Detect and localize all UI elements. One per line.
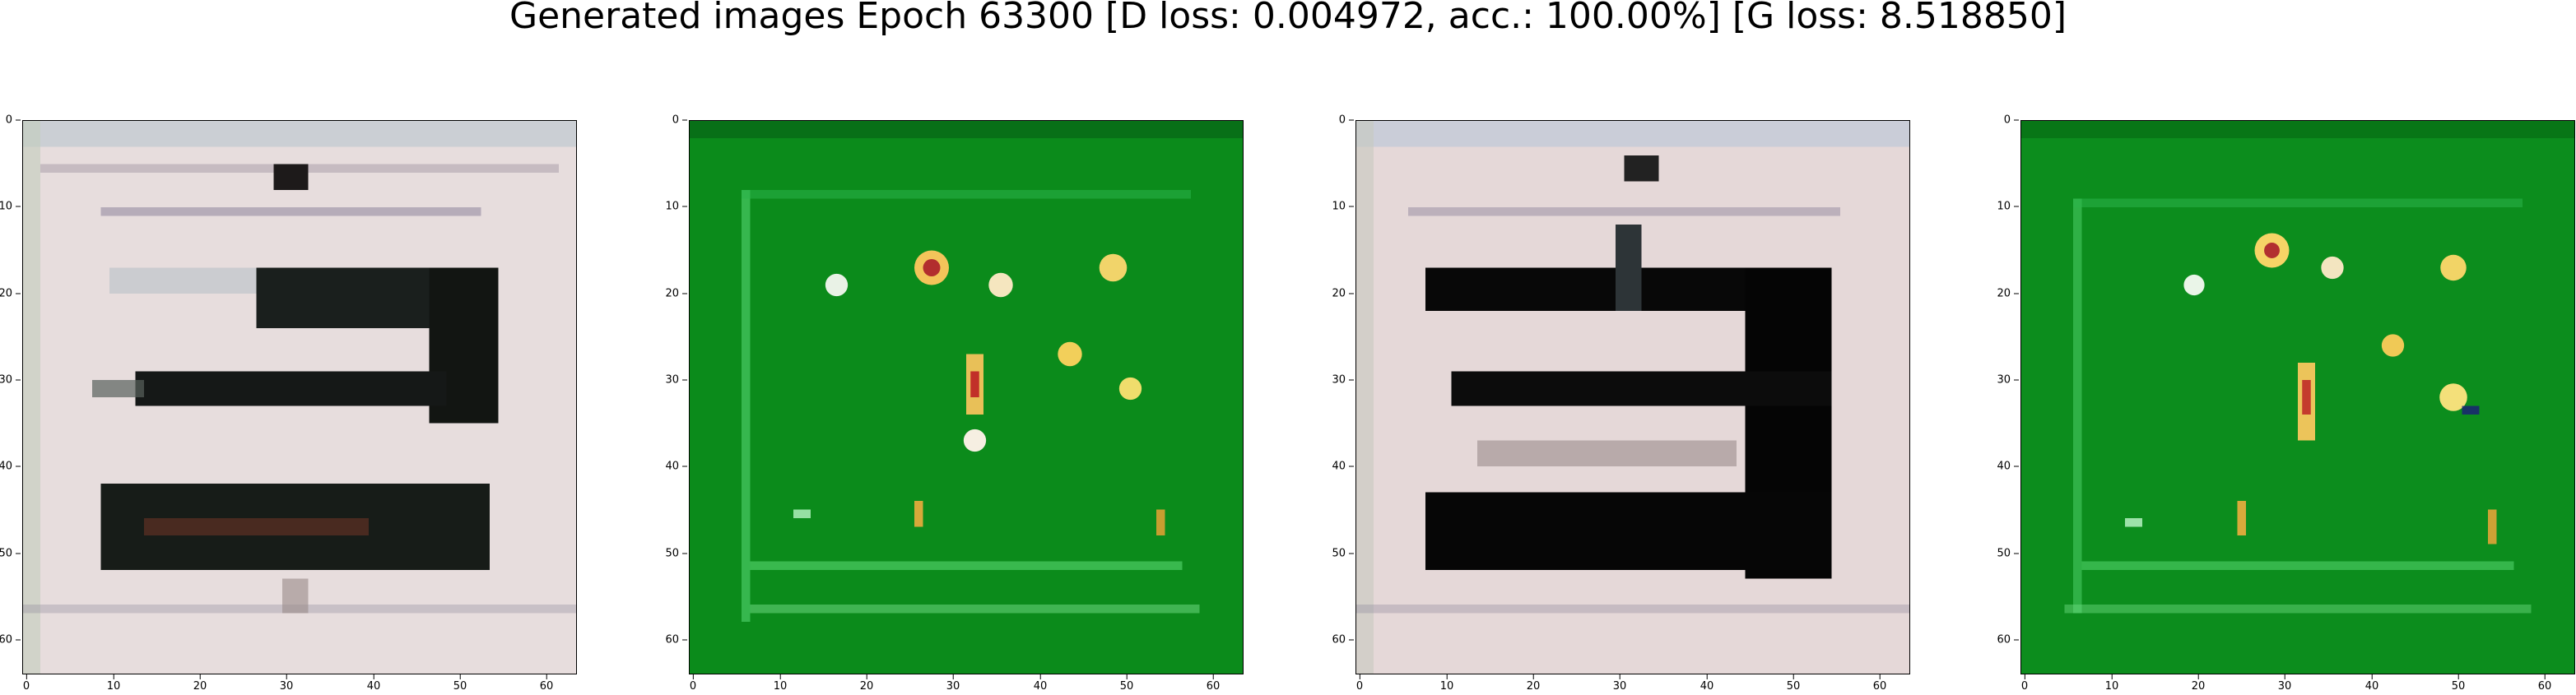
y-tick-60: 60 — [1332, 635, 1354, 646]
y-tick-0: 0 — [672, 115, 687, 126]
y-tick-10: 10 — [1997, 202, 2019, 212]
y-tick-20: 20 — [1332, 289, 1354, 299]
x-tick-10: 10 — [1440, 674, 1453, 692]
y-tick-40: 40 — [1332, 461, 1354, 472]
x-tick-10: 10 — [2105, 674, 2118, 692]
x-tick-0: 0 — [690, 674, 696, 692]
x-tick-30: 30 — [946, 674, 960, 692]
x-tick-40: 40 — [367, 674, 380, 692]
figure-title: Generated images Epoch 63300 [D loss: 0.… — [509, 0, 2067, 37]
x-tick-0: 0 — [23, 674, 30, 692]
x-tick-50: 50 — [2452, 674, 2465, 692]
y-tick-0: 0 — [2004, 115, 2019, 126]
y-tick-20: 20 — [665, 289, 687, 299]
y-tick-60: 60 — [0, 635, 21, 646]
y-tick-50: 50 — [1332, 549, 1354, 559]
x-tick-40: 40 — [1034, 674, 1047, 692]
x-tick-40: 40 — [1700, 674, 1713, 692]
y-tick-50: 50 — [665, 549, 687, 559]
x-tick-60: 60 — [1873, 674, 1886, 692]
x-tick-50: 50 — [1120, 674, 1133, 692]
y-tick-0: 0 — [6, 115, 21, 126]
x-tick-60: 60 — [1207, 674, 1220, 692]
y-tick-30: 30 — [0, 375, 21, 386]
y-tick-10: 10 — [0, 202, 21, 212]
image-panel-3: 0 10 20 30 40 50 60 0 10 20 30 40 50 60 — [1332, 115, 1910, 692]
y-tick-40: 40 — [665, 461, 687, 472]
generated-image-3 — [1355, 120, 1910, 674]
y-tick-40: 40 — [0, 461, 21, 472]
y-tick-0: 0 — [1339, 115, 1354, 126]
y-tick-50: 50 — [1997, 549, 2019, 559]
x-tick-20: 20 — [860, 674, 873, 692]
y-tick-50: 50 — [0, 549, 21, 559]
x-tick-60: 60 — [540, 674, 553, 692]
y-tick-60: 60 — [665, 635, 687, 646]
x-tick-20: 20 — [1527, 674, 1540, 692]
x-tick-40: 40 — [2365, 674, 2378, 692]
generated-image-1 — [22, 120, 577, 674]
y-tick-30: 30 — [1997, 375, 2019, 386]
image-panel-2: 0 10 20 30 40 50 60 0 10 20 30 40 50 60 — [665, 115, 1244, 692]
y-tick-20: 20 — [0, 289, 21, 299]
generated-image-4 — [2020, 120, 2575, 674]
x-tick-30: 30 — [1613, 674, 1626, 692]
y-tick-30: 30 — [1332, 375, 1354, 386]
x-tick-10: 10 — [774, 674, 787, 692]
image-panel-4: 0 10 20 30 40 50 60 0 10 20 30 40 50 60 — [1997, 115, 2575, 692]
x-tick-0: 0 — [1356, 674, 1363, 692]
x-tick-60: 60 — [2538, 674, 2551, 692]
y-tick-10: 10 — [1332, 202, 1354, 212]
x-tick-30: 30 — [280, 674, 293, 692]
x-tick-0: 0 — [2021, 674, 2028, 692]
x-tick-50: 50 — [453, 674, 467, 692]
y-tick-10: 10 — [665, 202, 687, 212]
y-tick-30: 30 — [665, 375, 687, 386]
y-tick-20: 20 — [1997, 289, 2019, 299]
generated-image-2 — [689, 120, 1244, 674]
y-tick-40: 40 — [1997, 461, 2019, 472]
x-tick-10: 10 — [107, 674, 120, 692]
x-tick-30: 30 — [2278, 674, 2291, 692]
y-tick-60: 60 — [1997, 635, 2019, 646]
x-tick-50: 50 — [1787, 674, 1800, 692]
image-panel-1: 0 10 20 30 40 50 60 0 10 20 30 40 50 60 — [0, 115, 577, 692]
x-tick-20: 20 — [193, 674, 207, 692]
x-tick-20: 20 — [2192, 674, 2205, 692]
